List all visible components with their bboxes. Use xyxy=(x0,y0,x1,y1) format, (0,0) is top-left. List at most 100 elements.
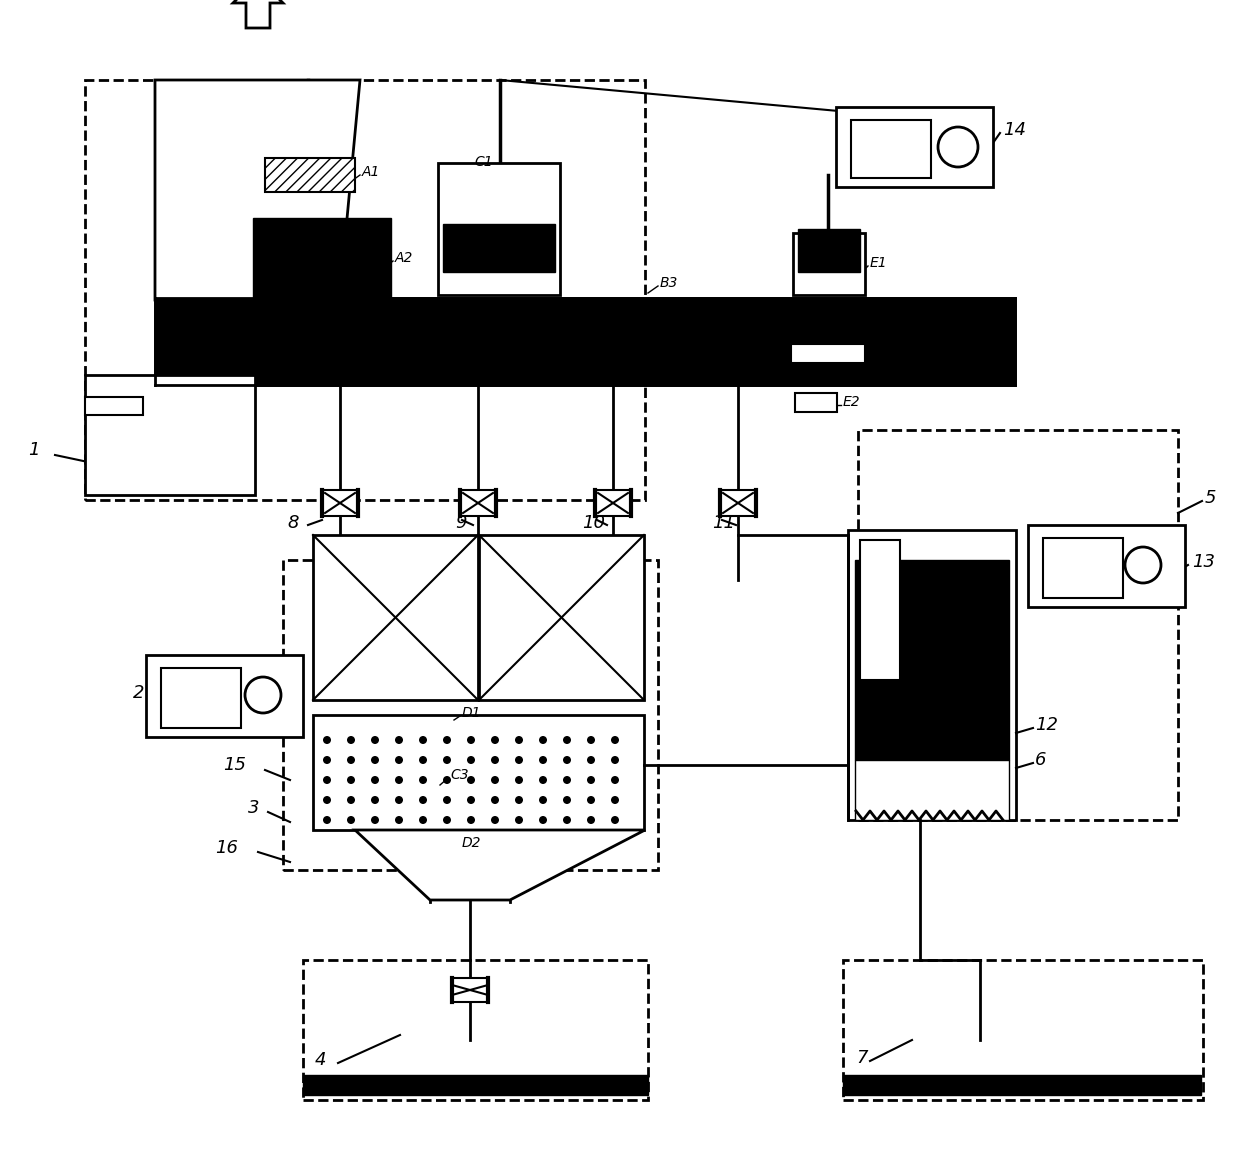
Circle shape xyxy=(491,816,499,824)
Circle shape xyxy=(395,736,403,744)
Polygon shape xyxy=(313,535,478,700)
Circle shape xyxy=(419,756,427,764)
Circle shape xyxy=(395,777,403,784)
Circle shape xyxy=(347,816,356,824)
Polygon shape xyxy=(851,120,930,178)
Circle shape xyxy=(587,796,595,805)
Text: 9: 9 xyxy=(455,514,467,532)
Circle shape xyxy=(515,816,523,824)
Circle shape xyxy=(347,756,356,764)
Circle shape xyxy=(370,796,379,805)
Circle shape xyxy=(467,796,475,805)
Circle shape xyxy=(563,816,571,824)
Circle shape xyxy=(539,777,546,784)
Circle shape xyxy=(395,816,403,824)
Text: 11: 11 xyxy=(712,514,735,532)
Text: B3: B3 xyxy=(660,276,679,290)
Circle shape xyxy=(370,816,379,824)
Circle shape xyxy=(491,736,499,744)
Circle shape xyxy=(467,777,475,784)
Circle shape xyxy=(395,796,403,805)
Text: 13: 13 xyxy=(1192,553,1215,571)
Circle shape xyxy=(419,777,427,784)
Polygon shape xyxy=(1043,538,1123,598)
Circle shape xyxy=(444,796,451,805)
Polygon shape xyxy=(85,396,142,415)
Circle shape xyxy=(467,816,475,824)
Polygon shape xyxy=(155,80,361,300)
Polygon shape xyxy=(860,540,900,680)
Circle shape xyxy=(419,796,427,805)
Circle shape xyxy=(323,796,331,805)
Polygon shape xyxy=(720,490,756,517)
Circle shape xyxy=(587,777,595,784)
Text: D1: D1 xyxy=(462,705,482,719)
Circle shape xyxy=(491,796,499,805)
Circle shape xyxy=(587,816,595,824)
Polygon shape xyxy=(1028,525,1184,607)
Circle shape xyxy=(563,736,571,744)
Circle shape xyxy=(444,736,451,744)
Text: 6: 6 xyxy=(1035,751,1047,770)
Text: 16: 16 xyxy=(216,840,238,857)
Text: F2: F2 xyxy=(870,346,887,360)
Circle shape xyxy=(515,736,523,744)
Text: 3: 3 xyxy=(248,799,259,817)
Circle shape xyxy=(323,736,331,744)
Circle shape xyxy=(323,777,331,784)
Polygon shape xyxy=(798,229,860,272)
Circle shape xyxy=(587,756,595,764)
Circle shape xyxy=(611,777,620,784)
Circle shape xyxy=(515,777,523,784)
Circle shape xyxy=(611,816,620,824)
Circle shape xyxy=(347,777,356,784)
Circle shape xyxy=(611,756,620,764)
Text: 14: 14 xyxy=(1004,121,1026,139)
Circle shape xyxy=(370,736,379,744)
Circle shape xyxy=(395,756,403,764)
Polygon shape xyxy=(322,490,358,517)
Circle shape xyxy=(611,736,620,744)
Polygon shape xyxy=(313,715,644,830)
Text: C3: C3 xyxy=(450,768,468,782)
Polygon shape xyxy=(265,159,356,192)
Circle shape xyxy=(563,777,571,784)
Circle shape xyxy=(347,796,356,805)
Polygon shape xyxy=(836,107,992,187)
Text: E2: E2 xyxy=(843,395,861,409)
Text: A1: A1 xyxy=(362,166,380,180)
Polygon shape xyxy=(155,298,1015,385)
Text: E1: E1 xyxy=(870,257,887,271)
Circle shape xyxy=(347,736,356,744)
Text: 2: 2 xyxy=(133,684,145,702)
Polygon shape xyxy=(304,1075,648,1095)
Circle shape xyxy=(444,756,451,764)
Circle shape xyxy=(491,756,499,764)
Polygon shape xyxy=(85,375,255,496)
Circle shape xyxy=(419,816,427,824)
Circle shape xyxy=(323,816,331,824)
Polygon shape xyxy=(452,978,488,1002)
Text: D2: D2 xyxy=(462,836,482,850)
Circle shape xyxy=(444,816,451,824)
Circle shape xyxy=(539,756,546,764)
Circle shape xyxy=(539,736,546,744)
Circle shape xyxy=(938,127,978,167)
Circle shape xyxy=(370,756,379,764)
Polygon shape xyxy=(253,218,392,298)
Polygon shape xyxy=(855,560,1009,760)
Circle shape xyxy=(515,796,523,805)
Text: 7: 7 xyxy=(856,1049,867,1067)
Circle shape xyxy=(539,816,546,824)
Circle shape xyxy=(1125,547,1161,583)
Text: 15: 15 xyxy=(223,756,247,774)
Circle shape xyxy=(491,777,499,784)
Polygon shape xyxy=(793,233,865,295)
Polygon shape xyxy=(146,655,304,737)
Polygon shape xyxy=(843,1075,1201,1095)
Polygon shape xyxy=(356,830,646,900)
Circle shape xyxy=(419,736,427,744)
Text: 10: 10 xyxy=(582,514,605,532)
Text: 12: 12 xyxy=(1035,716,1058,735)
Text: 4: 4 xyxy=(315,1051,327,1069)
